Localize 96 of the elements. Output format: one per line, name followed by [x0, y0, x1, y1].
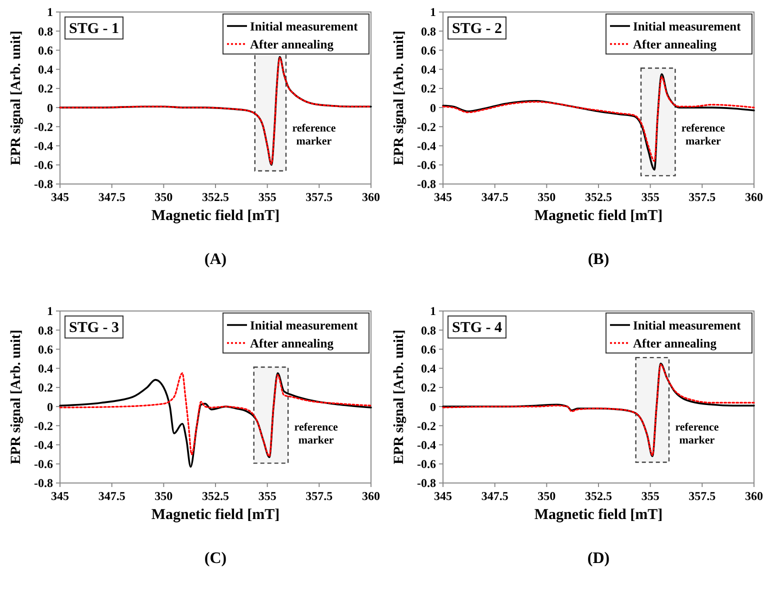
legend-label: Initial measurement: [633, 19, 742, 34]
x-tick-label: 347.5: [98, 489, 126, 503]
x-axis-title: Magnetic field [mT]: [534, 507, 663, 523]
y-tick-label: 0.8: [421, 323, 436, 338]
y-tick-label: -0.8: [417, 177, 436, 192]
x-tick-label: 355: [258, 489, 276, 503]
legend-label: Initial measurement: [633, 318, 742, 332]
y-axis-title: EPR signal [Arb. unit]: [9, 330, 24, 464]
legend-label: After annealing: [633, 37, 718, 52]
y-tick-label: 0.6: [421, 43, 436, 58]
x-tick-label: 352.5: [585, 190, 612, 204]
y-tick-label: 0: [47, 100, 53, 115]
legend-label: After annealing: [250, 37, 334, 52]
y-tick-label: -0.2: [417, 120, 436, 134]
x-tick-label: 355: [641, 489, 660, 503]
x-tick-label: 352.5: [202, 190, 229, 204]
y-tick-label: 0.4: [38, 62, 53, 77]
y-tick-label: 0.8: [421, 24, 436, 38]
band-label: reference marker: [292, 122, 336, 148]
band-label: reference marker: [294, 421, 338, 446]
x-tick-label: 345: [51, 489, 69, 503]
text: STG - 3: [68, 320, 120, 336]
y-tick-label: 0.4: [38, 362, 53, 376]
y-tick-label: -0.4: [34, 438, 53, 452]
x-tick-label: 347.5: [98, 190, 126, 204]
x-tick-label: 345: [51, 190, 69, 204]
legend-label: Initial measurement: [250, 318, 359, 332]
x-tick-label: 355: [258, 190, 276, 204]
y-tick-label: -0.6: [34, 457, 53, 472]
text: STG - 2: [452, 21, 502, 37]
text: (B): [588, 251, 610, 268]
x-tick-label: 352.5: [585, 489, 612, 503]
x-tick-label: 360: [362, 489, 380, 503]
y-tick-label: -0.4: [34, 138, 53, 153]
y-tick-label: -0.8: [34, 476, 53, 490]
y-tick-label: 0.6: [421, 342, 436, 356]
y-tick-label: -0.8: [34, 177, 53, 192]
x-tick-label: 352.5: [202, 489, 229, 503]
y-tick-label: -0.4: [417, 138, 436, 153]
x-tick-label: 357.5: [688, 489, 716, 503]
y-tick-label: 0.6: [38, 43, 53, 58]
x-tick-label: 347.5: [481, 489, 508, 503]
x-tick-label: 350: [154, 489, 173, 503]
text: (A): [204, 251, 227, 268]
y-tick-label: 0.2: [421, 82, 436, 96]
band-label: reference marker: [681, 122, 726, 148]
y-tick-label: -0.2: [34, 418, 53, 433]
x-tick-label: 360: [745, 489, 763, 503]
x-tick-label: 350: [154, 190, 173, 204]
text: STG - 4: [452, 320, 502, 336]
x-axis-title: Magnetic field [mT]: [151, 507, 280, 523]
x-tick-label: 357.5: [688, 190, 716, 204]
text: (D): [587, 550, 610, 567]
y-tick-label: 1: [430, 304, 436, 318]
x-tick-label: 350: [538, 190, 556, 204]
y-tick-label: -0.8: [417, 476, 436, 490]
x-tick-label: 345: [434, 489, 452, 503]
text: (C): [204, 550, 227, 567]
y-tick-label: 0.2: [38, 380, 53, 395]
x-tick-label: 347.5: [481, 190, 508, 204]
x-tick-label: 350: [538, 489, 556, 503]
y-axis-title: EPR signal [Arb. unit]: [392, 330, 407, 464]
x-tick-label: 357.5: [306, 489, 333, 503]
y-tick-label: 0.8: [38, 323, 53, 338]
y-tick-label: 0.4: [421, 362, 436, 376]
y-tick-label: -0.6: [34, 158, 53, 172]
x-tick-label: 360: [362, 190, 380, 204]
legend-label: Initial measurement: [250, 19, 359, 34]
x-axis-title: Magnetic field [mT]: [151, 208, 280, 224]
y-tick-label: -0.6: [417, 457, 436, 472]
y-tick-label: 1: [47, 304, 53, 318]
y-tick-label: 1: [430, 5, 436, 20]
y-tick-label: 0.8: [38, 24, 53, 38]
y-tick-label: -0.2: [34, 120, 53, 134]
x-tick-label: 355: [641, 190, 660, 204]
x-tick-label: 360: [745, 190, 763, 204]
text: STG - 1: [68, 21, 120, 37]
y-axis-title: EPR signal [Arb. unit]: [9, 30, 24, 166]
x-tick-label: 345: [434, 190, 452, 204]
x-tick-label: 357.5: [306, 190, 333, 204]
y-tick-label: 0.2: [38, 82, 53, 96]
y-tick-label: 1: [47, 5, 53, 20]
y-tick-label: 0: [430, 400, 436, 414]
band-label: reference marker: [675, 421, 719, 446]
y-tick-label: 0.2: [421, 380, 436, 395]
y-tick-label: -0.6: [417, 158, 436, 172]
y-tick-label: 0: [430, 100, 436, 115]
y-axis-title: EPR signal [Arb. unit]: [392, 30, 407, 166]
legend-label: After annealing: [633, 336, 718, 350]
legend-label: After annealing: [250, 336, 334, 350]
y-tick-label: -0.2: [417, 418, 436, 433]
y-tick-label: 0.6: [38, 342, 53, 356]
y-tick-label: 0.4: [421, 62, 436, 77]
x-axis-title: Magnetic field [mT]: [534, 208, 663, 224]
y-tick-label: 0: [47, 400, 53, 414]
y-tick-label: -0.4: [417, 438, 436, 452]
